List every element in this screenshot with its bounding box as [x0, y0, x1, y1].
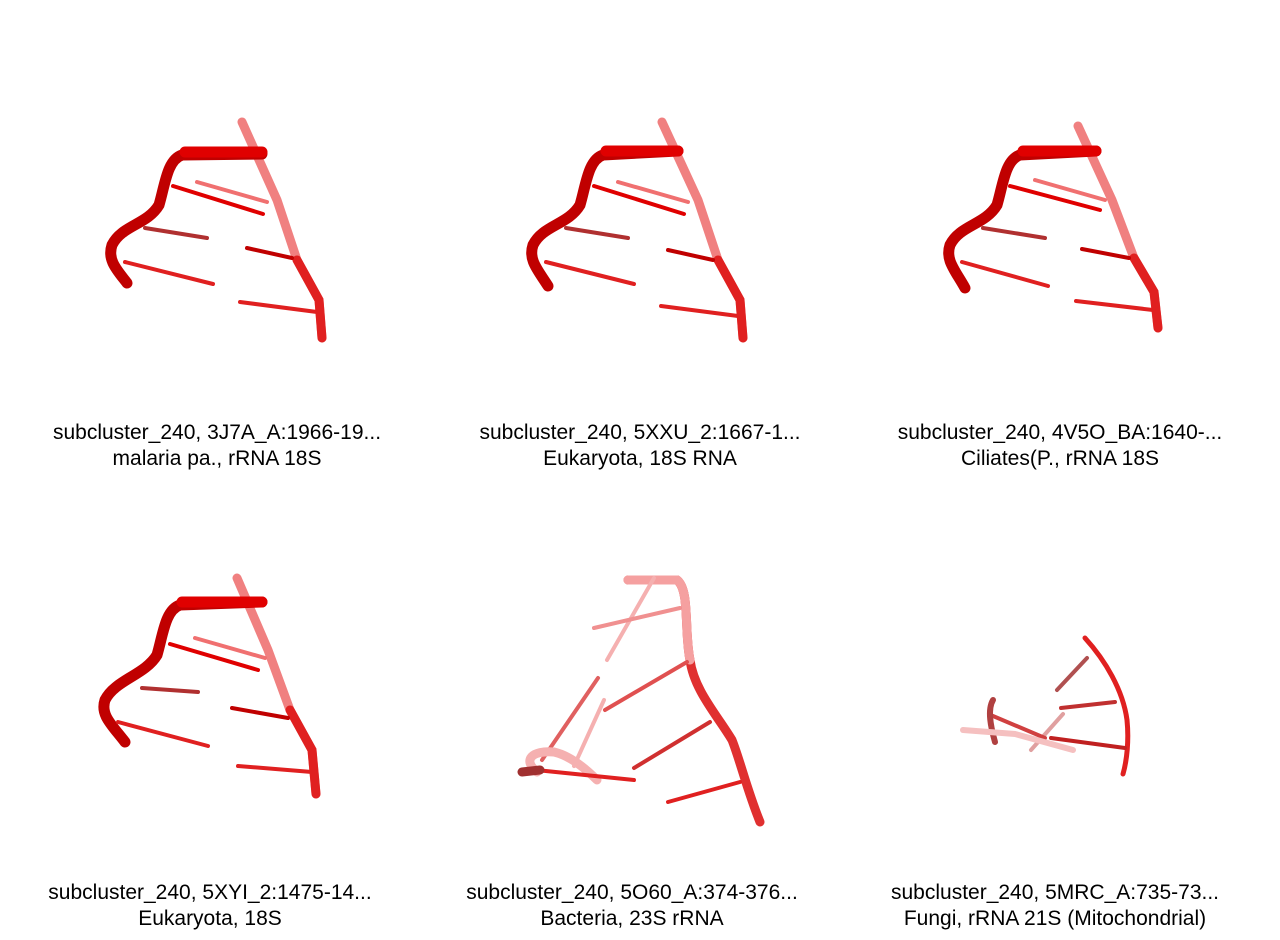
caption-organism-line: Fungi, rRNA 21S (Mitochondrial) — [903, 907, 1207, 930]
rna-fragment-icon — [960, 635, 1131, 777]
caption-organism-line: Ciliates(P., rRNA 18S — [960, 447, 1160, 470]
caption-id-line: subcluster_240, 5XYI_2:1475-14... — [48, 881, 372, 904]
rna-hairpin-icon — [943, 121, 1163, 333]
caption-organism-line: Eukaryota, 18S — [138, 907, 282, 930]
rna-hairpin-icon — [526, 117, 748, 343]
rna-loop-icon — [517, 575, 765, 827]
structure-panel-1: subcluster_240, 3J7A_A:1966-19... malari… — [7, 0, 427, 470]
caption-id-line: subcluster_240, 4V5O_BA:1640-... — [897, 421, 1223, 444]
structure-panel-5: subcluster_240, 5O60_A:374-376... Bacter… — [422, 460, 842, 930]
caption-id-line: subcluster_240, 3J7A_A:1966-19... — [52, 421, 382, 444]
caption-id-line: subcluster_240, 5O60_A:374-376... — [466, 881, 798, 904]
structure-panel-3: subcluster_240, 4V5O_BA:1640-... Ciliate… — [850, 0, 1270, 470]
caption-organism-line: Bacteria, 23S rRNA — [540, 907, 724, 930]
structure-panel-6: subcluster_240, 5MRC_A:735-73... Fungi, … — [845, 460, 1265, 930]
rna-hairpin-icon — [98, 573, 321, 799]
caption-id-line: subcluster_240, 5MRC_A:735-73... — [890, 881, 1219, 904]
caption-organism-line: malaria pa., rRNA 18S — [112, 447, 322, 470]
rna-hairpin-icon — [105, 117, 327, 343]
caption-organism-line: Eukaryota, 18S RNA — [543, 447, 737, 470]
caption-id-line: subcluster_240, 5XXU_2:1667-1... — [479, 421, 801, 444]
structure-panel-2: subcluster_240, 5XXU_2:1667-1... Eukaryo… — [430, 0, 850, 470]
structure-panel-4: subcluster_240, 5XYI_2:1475-14... Eukary… — [0, 460, 420, 930]
